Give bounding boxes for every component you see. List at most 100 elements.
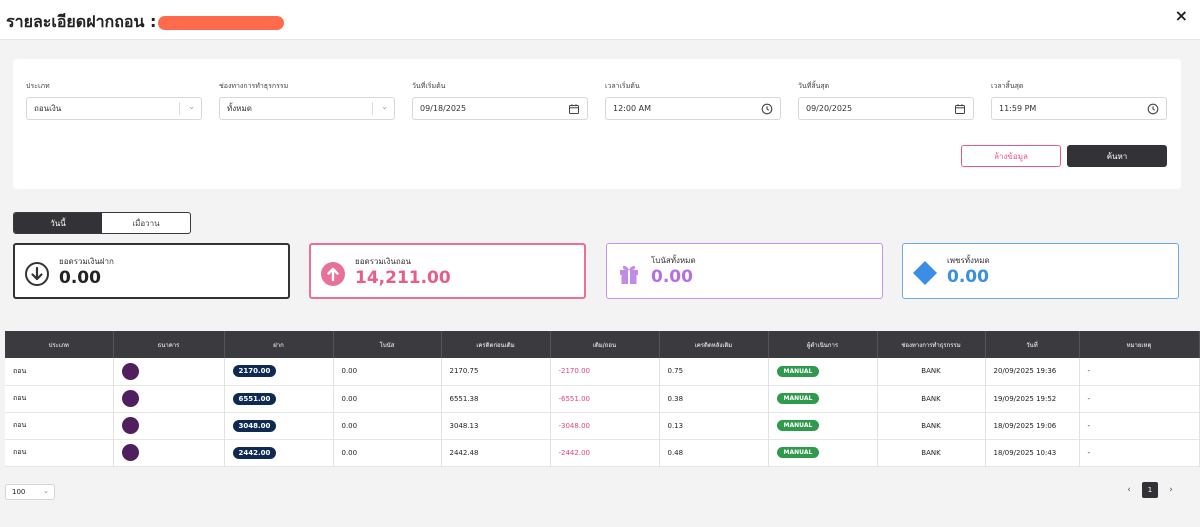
end-date-filter: วันที่สิ้นสุด 09/20/2025 xyxy=(798,81,974,120)
cell-type: ถอน xyxy=(5,358,114,385)
column-header[interactable]: ธนาคาร xyxy=(113,331,225,358)
cell-date: 20/09/2025 19:36 xyxy=(985,358,1080,385)
start-date-input[interactable]: 09/18/2025 xyxy=(412,97,588,120)
cell-note: - xyxy=(1079,412,1200,439)
deposit-amount-badge: 3048.00 xyxy=(232,419,277,432)
column-header[interactable]: เติม/ถอน xyxy=(550,331,660,358)
prev-page-button[interactable]: ‹ xyxy=(1127,485,1131,495)
start-date-value: 09/18/2025 xyxy=(420,104,467,113)
chevron-down-icon: ⌄ xyxy=(43,487,49,495)
cell-credit-before: 3048.13 xyxy=(441,412,551,439)
start-time-filter: เวลาเริ่มต้น 12:00 AM xyxy=(605,81,781,120)
cell-credit-before: 2442.48 xyxy=(441,439,551,466)
tab-today[interactable]: วันนี้ xyxy=(14,213,102,233)
type-select[interactable]: ถอนเงิน ⌄ xyxy=(26,97,202,120)
cell-bonus: 0.00 xyxy=(333,385,442,412)
clear-button[interactable]: ล้างข้อมูล xyxy=(961,145,1061,167)
stat-value: 14,211.00 xyxy=(355,268,451,288)
stat-label: ยอดรวมเงินฝาก xyxy=(59,257,114,266)
cell-deposit: 2170.00 xyxy=(224,358,334,385)
cell-change: -2442.00 xyxy=(550,439,660,466)
stat-card-bonus: โบนัสทั้งหมด 0.00 xyxy=(606,243,883,299)
channel-filter: ช่องทางการทำธุรกรรม ทั้งหมด ⌄ xyxy=(219,81,395,120)
end-date-value: 09/20/2025 xyxy=(806,104,853,113)
calendar-icon[interactable] xyxy=(954,103,966,115)
stat-value: 0.00 xyxy=(59,268,101,288)
start-time-input[interactable]: 12:00 AM xyxy=(605,97,781,120)
gift-icon xyxy=(620,265,638,284)
column-header[interactable]: ช่องทางการทำธุรกรรม xyxy=(877,331,986,358)
arrow-up-circle-icon xyxy=(321,262,345,286)
column-header[interactable]: เครดิตก่อนเติม xyxy=(441,331,551,358)
column-header[interactable]: ประเภท xyxy=(5,331,114,358)
stat-label: เพชรทั้งหมด xyxy=(947,256,990,265)
start-date-filter: วันที่เริ่มต้น 09/18/2025 xyxy=(412,81,588,120)
end-time-input[interactable]: 11:59 PM xyxy=(991,97,1167,120)
cell-change: -2170.00 xyxy=(550,358,660,385)
table-row[interactable]: ถอน 2170.00 0.00 2170.75 -2170.00 0.75 M… xyxy=(5,358,1200,385)
search-button[interactable]: ค้นหา xyxy=(1067,145,1167,167)
channel-select[interactable]: ทั้งหมด ⌄ xyxy=(219,97,395,120)
cell-credit-before: 6551.38 xyxy=(441,385,551,412)
select-separator xyxy=(179,102,180,115)
arrow-down-circle-icon xyxy=(25,262,49,286)
table-row[interactable]: ถอน 2442.00 0.00 2442.48 -2442.00 0.48 M… xyxy=(5,439,1200,466)
column-header[interactable]: เครดิตหลังเติม xyxy=(659,331,769,358)
bank-logo-icon xyxy=(121,362,139,380)
clock-icon[interactable] xyxy=(761,103,773,115)
cell-credit-after: 0.75 xyxy=(659,358,769,385)
cell-credit-after: 0.48 xyxy=(659,439,769,466)
cell-bonus: 0.00 xyxy=(333,439,442,466)
start-date-label: วันที่เริ่มต้น xyxy=(412,82,446,90)
calendar-icon[interactable] xyxy=(568,103,580,115)
stat-card-withdraw: ยอดรวมเงินถอน 14,211.00 xyxy=(309,243,586,299)
page-size-select[interactable]: 100 ⌄ xyxy=(5,484,55,500)
table-row[interactable]: ถอน 3048.00 0.00 3048.13 -3048.00 0.13 M… xyxy=(5,412,1200,439)
cell-note: - xyxy=(1079,439,1200,466)
end-date-input[interactable]: 09/20/2025 xyxy=(798,97,974,120)
cell-operator: MANUAL xyxy=(768,412,878,439)
column-header[interactable]: โบนัส xyxy=(333,331,442,358)
clock-icon[interactable] xyxy=(1147,103,1159,115)
close-button[interactable]: × xyxy=(1174,6,1188,25)
bank-logo-icon xyxy=(121,444,139,461)
column-header[interactable]: ผู้ดำเนินการ xyxy=(768,331,878,358)
cell-channel: BANK xyxy=(877,439,986,466)
page-button-current[interactable]: 1 xyxy=(1142,482,1158,498)
tab-yesterday[interactable]: เมื่อวาน xyxy=(132,218,160,228)
cell-channel: BANK xyxy=(877,412,986,439)
stat-card-deposit: ยอดรวมเงินฝาก 0.00 xyxy=(13,243,290,299)
channel-filter-label: ช่องทางการทำธุรกรรม xyxy=(219,82,289,90)
operator-badge: MANUAL xyxy=(776,420,820,431)
pagination: ‹ 1 › xyxy=(1122,482,1178,498)
table-row[interactable]: ถอน 6551.00 0.00 6551.38 -6551.00 0.38 M… xyxy=(5,385,1200,412)
cell-operator: MANUAL xyxy=(768,358,878,385)
column-header[interactable]: หมายเหตุ xyxy=(1079,331,1200,358)
next-page-button[interactable]: › xyxy=(1169,485,1173,495)
end-date-label: วันที่สิ้นสุด xyxy=(798,82,830,90)
end-time-value: 11:59 PM xyxy=(999,104,1037,113)
cell-credit-after: 0.38 xyxy=(659,385,769,412)
cell-deposit: 6551.00 xyxy=(224,385,334,412)
bank-logo-icon xyxy=(121,390,139,407)
column-header[interactable]: ฝาก xyxy=(224,331,334,358)
cell-bank xyxy=(113,385,225,412)
cell-deposit: 3048.00 xyxy=(224,412,334,439)
cell-type: ถอน xyxy=(5,412,114,439)
cell-credit-after: 0.13 xyxy=(659,412,769,439)
cell-bonus: 0.00 xyxy=(333,358,442,385)
cell-bank xyxy=(113,358,225,385)
stat-label: โบนัสทั้งหมด xyxy=(651,256,696,265)
cell-operator: MANUAL xyxy=(768,439,878,466)
column-header[interactable]: วันที่ xyxy=(985,331,1080,358)
cell-change: -3048.00 xyxy=(550,412,660,439)
channel-select-value: ทั้งหมด xyxy=(227,104,252,113)
chevron-down-icon: ⌄ xyxy=(381,102,388,111)
stat-label: ยอดรวมเงินถอน xyxy=(355,257,411,266)
cell-bank xyxy=(113,412,225,439)
type-filter: ประเภท ถอนเงิน ⌄ xyxy=(26,81,202,120)
chevron-down-icon: ⌄ xyxy=(188,102,195,111)
filter-panel: ประเภท ถอนเงิน ⌄ ช่องทางการทำธุรกรรม ทั้… xyxy=(13,59,1181,189)
select-separator xyxy=(372,102,373,115)
start-time-value: 12:00 AM xyxy=(613,104,651,113)
